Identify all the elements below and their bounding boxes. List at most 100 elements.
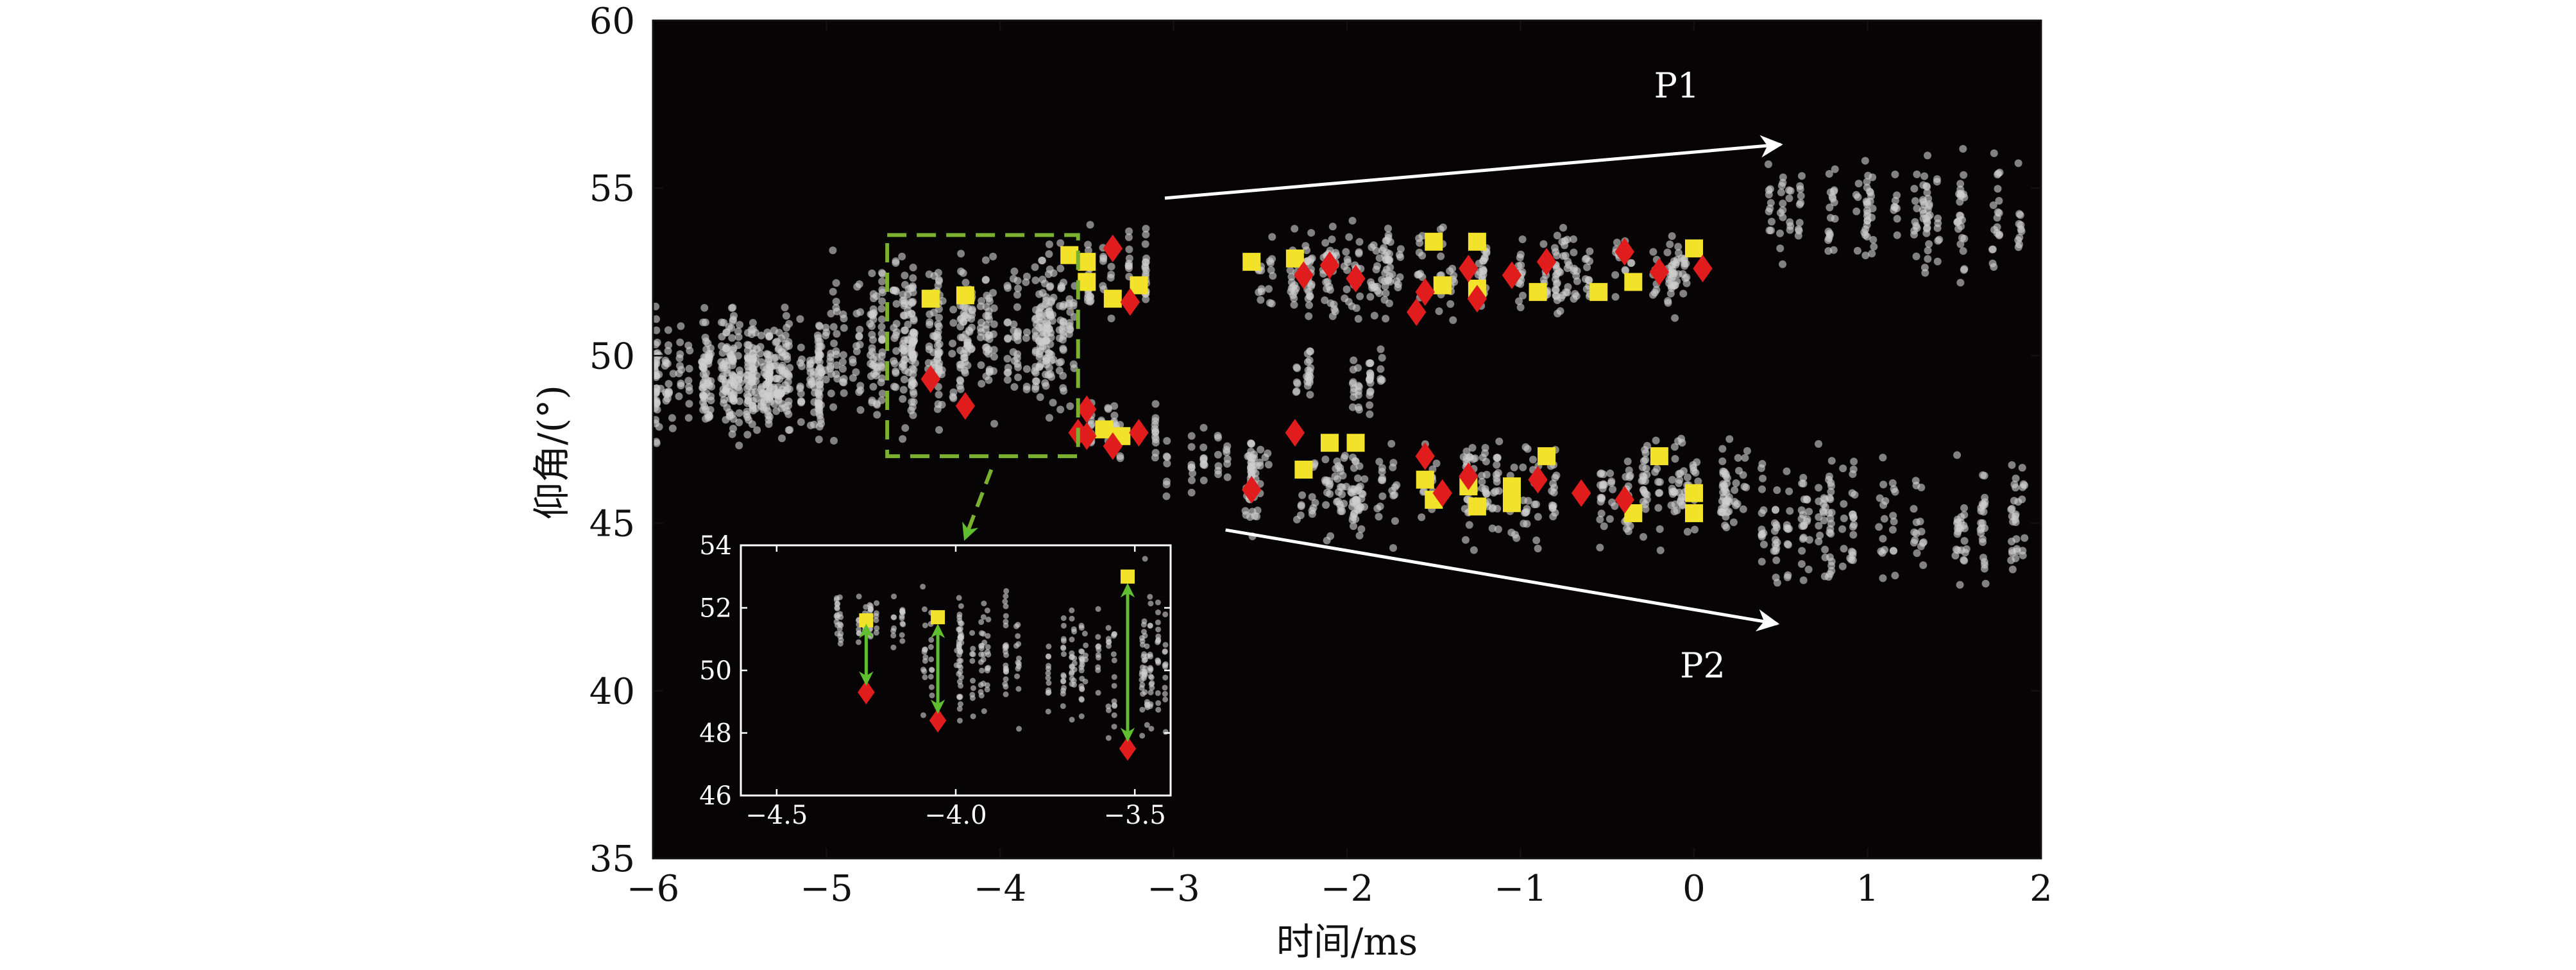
yellow-square-marker xyxy=(1589,283,1608,302)
data-point-background xyxy=(1479,266,1487,275)
data-point-background xyxy=(1013,303,1021,311)
data-point-background xyxy=(1350,356,1358,364)
data-point-background xyxy=(1352,496,1360,504)
data-point-background xyxy=(922,622,928,629)
data-point-background xyxy=(1003,676,1009,683)
data-point-background xyxy=(1389,463,1397,472)
zoom-box xyxy=(885,233,1080,459)
data-point-background xyxy=(1925,200,1933,208)
data-point-background xyxy=(1513,534,1521,542)
data-point-background xyxy=(1386,278,1394,286)
yellow-square-marker xyxy=(1685,504,1703,522)
data-point-background xyxy=(1494,469,1502,477)
data-point-background xyxy=(1960,504,1969,512)
data-point-background xyxy=(976,302,985,311)
data-point-background xyxy=(1852,207,1861,216)
data-point-background xyxy=(664,346,672,355)
data-point-background xyxy=(2014,243,2022,251)
data-point-background xyxy=(1378,353,1386,362)
data-point-background xyxy=(1564,283,1572,291)
data-point-background xyxy=(1923,219,1931,227)
data-point-background xyxy=(1553,232,1561,240)
data-point-background xyxy=(1352,304,1360,312)
data-point-background xyxy=(1366,359,1375,368)
data-point-background xyxy=(1910,185,1919,193)
yellow-square-marker xyxy=(1121,569,1135,584)
data-point-background xyxy=(1139,685,1145,691)
data-point-background xyxy=(1819,507,1827,515)
yellow-square-marker xyxy=(1502,477,1521,496)
data-point-background xyxy=(1495,487,1503,495)
data-point-background xyxy=(909,411,917,420)
data-point-background xyxy=(1552,275,1560,284)
data-point-background xyxy=(1854,180,1863,188)
data-point-background xyxy=(1551,285,1559,294)
red-diamond-marker xyxy=(1129,418,1149,447)
data-point-background xyxy=(1683,473,1691,482)
data-point-background xyxy=(1013,336,1022,345)
data-point-background xyxy=(729,317,737,325)
data-point-background xyxy=(743,430,752,439)
data-point-background xyxy=(837,640,843,647)
data-point-background xyxy=(1124,233,1133,241)
data-point-background xyxy=(1890,485,1898,493)
data-point-background xyxy=(1340,454,1348,462)
data-point-background xyxy=(1002,645,1008,651)
data-point-background xyxy=(928,684,935,690)
data-point-background xyxy=(1268,233,1276,241)
data-point-background xyxy=(1386,263,1394,271)
red-diamond-marker xyxy=(1319,251,1340,279)
data-point-background xyxy=(1880,515,1888,523)
data-point-background xyxy=(1805,507,1813,516)
data-point-background xyxy=(1151,454,1159,462)
data-point-background xyxy=(1003,282,1012,290)
data-point-background xyxy=(1003,319,1012,327)
data-point-background xyxy=(1913,224,1921,232)
data-point-background xyxy=(1015,622,1021,628)
data-point-background xyxy=(1759,506,1768,515)
data-point-background xyxy=(1911,197,1919,205)
data-point-background xyxy=(665,389,673,398)
data-point-background xyxy=(970,685,976,692)
data-point-background xyxy=(1520,520,1528,528)
data-point-background xyxy=(1162,492,1171,500)
data-point-background xyxy=(1099,252,1107,260)
data-point-background xyxy=(1868,204,1877,212)
data-point-background xyxy=(949,305,958,314)
data-point-background xyxy=(1003,376,1012,384)
data-point-background xyxy=(899,395,907,403)
data-point-background xyxy=(1825,475,1833,484)
data-point-background xyxy=(784,410,793,418)
data-point-background xyxy=(956,679,963,685)
yellow-square-marker xyxy=(1685,239,1703,258)
data-point-background xyxy=(1677,254,1686,262)
data-point-background xyxy=(879,269,887,278)
data-point-background xyxy=(1223,473,1232,481)
data-point-background xyxy=(1863,232,1871,241)
data-point-background xyxy=(734,375,743,384)
data-point-background xyxy=(1488,524,1496,532)
data-point-background xyxy=(1368,243,1376,251)
data-point-background xyxy=(1868,250,1876,258)
data-point-background xyxy=(933,355,942,363)
red-diamond-marker xyxy=(858,680,875,705)
data-point-background xyxy=(749,406,758,414)
data-point-background xyxy=(1597,498,1605,506)
data-point-background xyxy=(1890,206,1898,214)
data-point-background xyxy=(985,644,991,651)
data-point-background xyxy=(1003,603,1009,609)
data-point-background xyxy=(1878,549,1886,557)
data-point-background xyxy=(1155,599,1161,606)
data-point-background xyxy=(1163,437,1171,445)
data-point-background xyxy=(984,608,990,614)
data-point-background xyxy=(1798,172,1806,180)
data-point-background xyxy=(1770,527,1779,535)
data-point-background xyxy=(1046,680,1052,686)
data-point-background xyxy=(1385,272,1394,280)
data-point-background xyxy=(840,375,848,383)
data-point-background xyxy=(1671,455,1679,463)
data-point-background xyxy=(890,334,899,343)
data-point-background xyxy=(1331,307,1339,316)
data-point-background xyxy=(779,367,787,375)
data-point-background xyxy=(978,659,984,665)
